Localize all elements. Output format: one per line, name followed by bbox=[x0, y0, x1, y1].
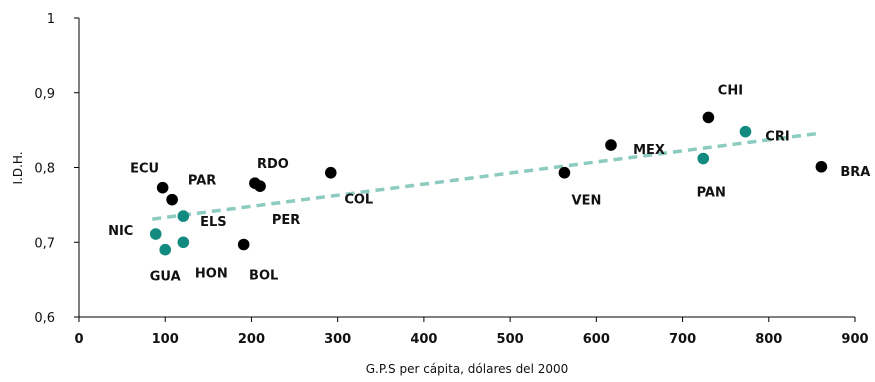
data-labels: ECU PAR ELS NIC GUA HON RDO PER BOL COL VEN MEX CHI C… bbox=[108, 83, 870, 284]
x-tick-label: 100 bbox=[152, 332, 179, 347]
y-axis-ticks: 0,6 0,7 0,8 0,9 1 bbox=[34, 12, 79, 326]
data-point-ecu bbox=[156, 181, 169, 194]
data-label-per: PER bbox=[272, 213, 300, 228]
x-tick-label: 800 bbox=[755, 332, 782, 347]
x-tick-label: 500 bbox=[497, 332, 524, 347]
x-tick-label: 300 bbox=[324, 332, 351, 347]
data-point-bra bbox=[815, 160, 828, 173]
data-point-pan bbox=[697, 152, 710, 165]
y-tick-label: 1 bbox=[47, 12, 55, 27]
y-tick-label: 0,7 bbox=[34, 236, 55, 251]
y-axis-group: 0,6 0,7 0,8 0,9 1 I.D.H. bbox=[11, 12, 80, 326]
data-label-pan: PAN bbox=[697, 186, 726, 201]
data-point-bol bbox=[237, 238, 250, 251]
data-point-mex bbox=[605, 139, 617, 151]
trendline-group bbox=[152, 131, 821, 221]
x-tick-label: 200 bbox=[238, 332, 265, 347]
data-label-nic: NIC bbox=[108, 224, 133, 239]
data-point-els bbox=[177, 210, 190, 222]
data-point-gua bbox=[159, 243, 172, 256]
x-tick-label: 600 bbox=[583, 332, 610, 347]
data-label-ven: VEN bbox=[572, 194, 602, 209]
data-label-rdo: RDO bbox=[257, 157, 289, 172]
data-label-par: PAR bbox=[188, 174, 216, 189]
data-label-hon: HON bbox=[195, 266, 228, 281]
data-label-gua: GUA bbox=[150, 270, 181, 285]
data-point-ven bbox=[558, 166, 571, 179]
x-axis-title: G.P.S per cápita, dólares del 2000 bbox=[366, 362, 569, 376]
x-tick-label: 400 bbox=[410, 332, 437, 347]
y-tick-label: 0,9 bbox=[34, 87, 55, 102]
x-tick-label: 700 bbox=[669, 332, 696, 347]
data-label-chi: CHI bbox=[718, 83, 743, 98]
data-label-els: ELS bbox=[200, 215, 227, 230]
data-point-cri bbox=[739, 125, 752, 138]
data-points bbox=[149, 111, 828, 256]
data-label-mex: MEX bbox=[633, 143, 665, 158]
y-axis-title: I.D.H. bbox=[11, 151, 25, 184]
x-axis-ticks: 0 100 200 300 400 500 600 700 800 900 bbox=[74, 317, 869, 347]
data-point-hon bbox=[177, 236, 190, 249]
data-label-ecu: ECU bbox=[130, 162, 159, 177]
x-tick-label: 900 bbox=[841, 332, 868, 347]
y-tick-label: 0,6 bbox=[34, 311, 55, 326]
data-point-per bbox=[254, 180, 266, 192]
data-label-bra: BRA bbox=[840, 165, 870, 180]
data-label-cri: CRI bbox=[765, 130, 789, 145]
trendline bbox=[152, 131, 821, 221]
data-point-chi bbox=[702, 111, 715, 124]
data-label-bol: BOL bbox=[249, 268, 278, 283]
y-tick-label: 0,8 bbox=[34, 162, 55, 177]
data-label-col: COL bbox=[344, 193, 373, 208]
x-tick-label: 0 bbox=[74, 332, 83, 347]
x-axis-group: 0 100 200 300 400 500 600 700 800 900 G.P.S per c… bbox=[74, 316, 869, 376]
data-point-col bbox=[324, 166, 337, 179]
data-point-par bbox=[166, 193, 178, 206]
data-point-nic bbox=[149, 228, 162, 240]
